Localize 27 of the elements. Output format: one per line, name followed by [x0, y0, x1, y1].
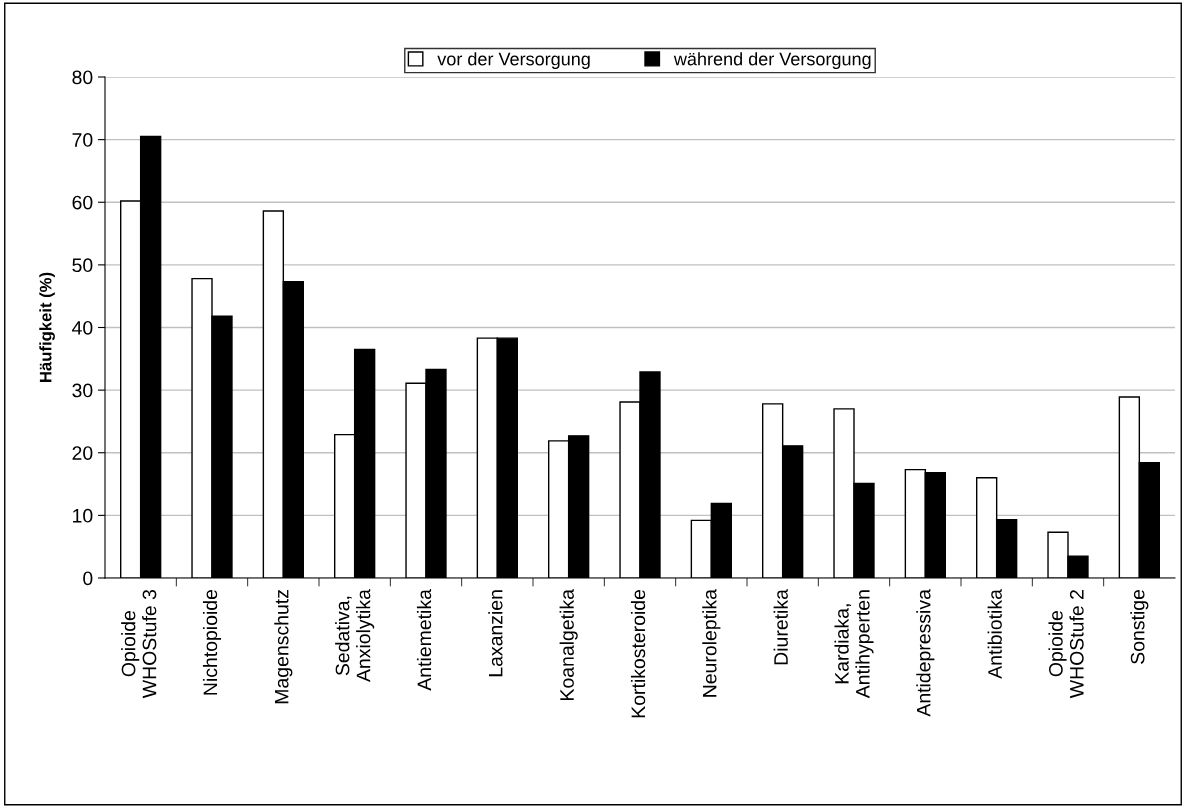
x-tick-label: Antibiotika [987, 589, 1002, 679]
y-tick-label: 10 [73, 508, 93, 523]
x-tick-label: Antiemetika [416, 589, 432, 691]
x-tick-label: Antidepressiva [916, 589, 935, 717]
x-tick-label: Koanalgetika [559, 589, 578, 700]
x-tick-label: Neuroleptika [702, 589, 721, 697]
x-tick-label: Sedativa, Anxiolytika [335, 589, 375, 683]
y-tick-label: 0 [83, 571, 93, 586]
x-tick-label: Diuretika [773, 589, 788, 665]
x-tick-label: Kardiaka, Antihyperten [834, 590, 874, 699]
y-tick-label: 20 [72, 446, 93, 460]
x-tick-label: Opioide WHOStufe 3 [121, 589, 157, 699]
x-tick-label: Kortikosteroide [630, 589, 646, 718]
y-tick-label: 40 [72, 320, 93, 335]
x-tick-label: Opioide WHOStufe 2 [1048, 590, 1084, 699]
x-tick-label: Sonstige [1130, 589, 1149, 664]
y-tick-label: 60 [72, 195, 93, 210]
x-tick-label: Laxanzien [488, 590, 503, 677]
y-tick-label: 80 [72, 70, 93, 85]
legend-label: während der Versorgung [673, 52, 871, 69]
y-tick-label: 30 [72, 383, 93, 398]
y-tick-label: 70 [72, 133, 93, 147]
legend-label: vor der Versorgung [437, 52, 590, 69]
y-tick-label: 50 [72, 258, 93, 273]
y-axis-title: Häufigkeit (%) [39, 272, 55, 382]
x-tick-label: Nichtopioide [202, 589, 222, 695]
x-tick-label: Magenschutz [274, 590, 293, 704]
